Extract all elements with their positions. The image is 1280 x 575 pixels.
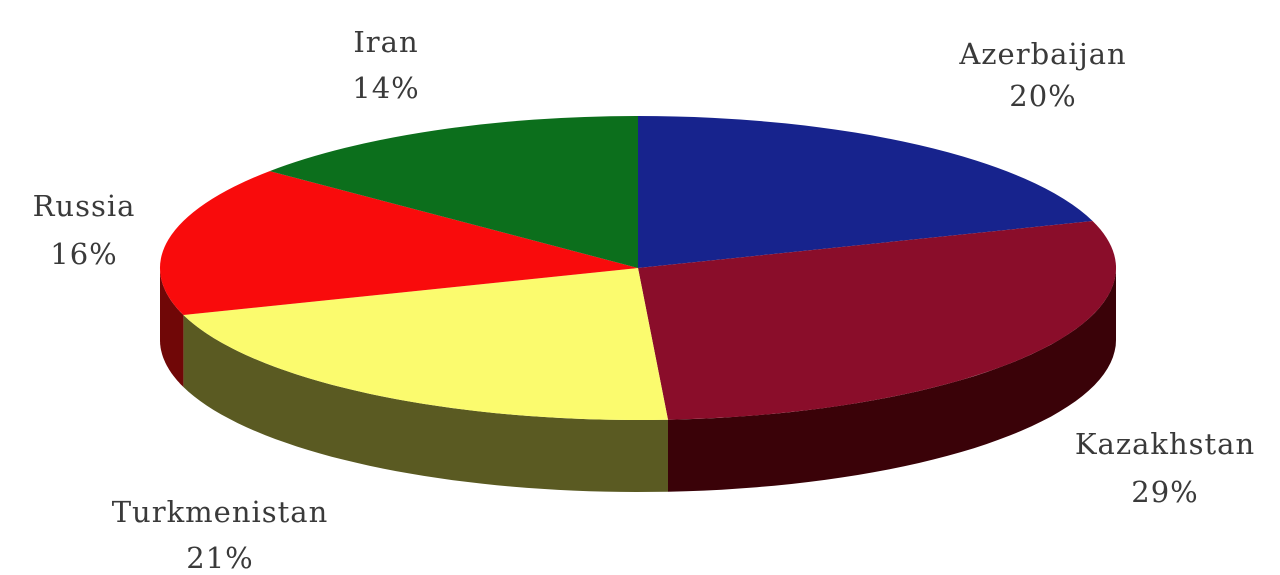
slice-value-azerbaijan: 20% bbox=[1009, 79, 1076, 113]
pie-side-turkmenistan bbox=[183, 315, 668, 492]
slice-value-kazakhstan: 29% bbox=[1131, 475, 1198, 509]
slice-label-iran: Iran bbox=[353, 25, 418, 59]
slice-value-russia: 16% bbox=[50, 237, 117, 271]
pie-tops bbox=[159, 116, 1117, 421]
pie-slice-azerbaijan bbox=[638, 116, 1093, 268]
pie-slice-iran bbox=[269, 116, 638, 268]
slice-label-azerbaijan: Azerbaijan bbox=[958, 37, 1126, 71]
pie-slice-russia bbox=[159, 171, 638, 315]
pie-slice-turkmenistan bbox=[183, 268, 668, 421]
slice-value-turkmenistan: 21% bbox=[186, 541, 253, 575]
pie-labels: Azerbaijan 20% Kazakhstan 29% Turkmenistan 21… bbox=[33, 25, 1255, 575]
slice-label-russia: Russia bbox=[33, 189, 136, 223]
slice-label-kazakhstan: Kazakhstan bbox=[1075, 427, 1255, 461]
pie-slice-kazakhstan bbox=[638, 221, 1117, 420]
slice-value-iran: 14% bbox=[352, 71, 419, 105]
pie-side-kazakhstan bbox=[668, 268, 1116, 492]
pie-side-russia bbox=[160, 268, 184, 387]
slice-label-turkmenistan: Turkmenistan bbox=[112, 495, 329, 529]
pie-sides bbox=[160, 268, 1116, 492]
